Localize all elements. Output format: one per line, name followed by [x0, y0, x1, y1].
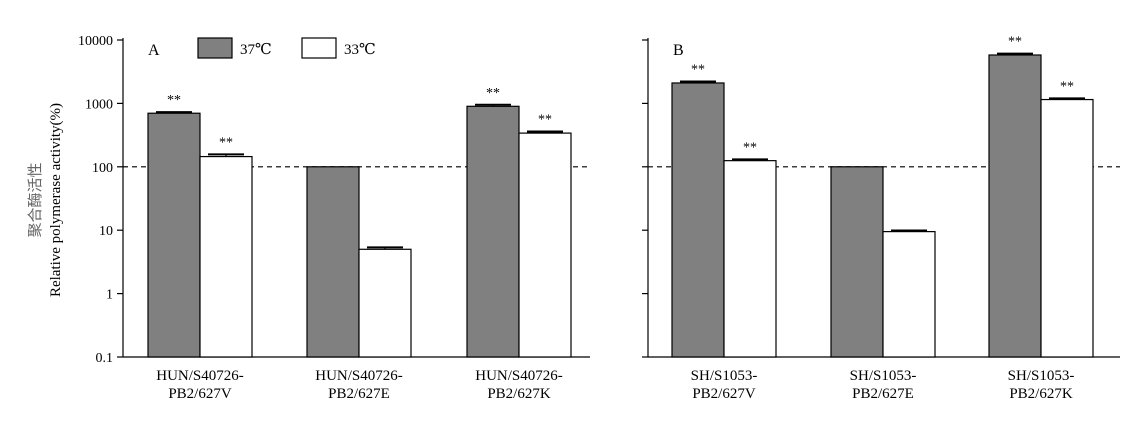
significance-label: ** — [167, 93, 181, 108]
y-tick-label: 0.1 — [96, 351, 114, 366]
significance-label: ** — [486, 86, 500, 101]
panel-a: 0.1 1 10 100 1000 10000 A ** ** HUN/S40726- PB2/62… — [78, 34, 590, 402]
category-label: HUN/S40726- — [475, 368, 563, 384]
bar — [306, 166, 360, 358]
category-label: SH/S1053- — [691, 368, 758, 384]
y-axis-label-en: Relative polymerase activity(%) — [48, 103, 64, 297]
y-axis-title: 聚合酶活性 Relative polymerase activity(%) — [27, 103, 64, 297]
significance-label: ** — [691, 62, 705, 77]
y-tick-label: 1000 — [85, 97, 113, 112]
bar — [358, 248, 412, 358]
category-label: PB2/627E — [852, 386, 914, 402]
bar — [518, 132, 572, 358]
significance-label: ** — [743, 140, 757, 155]
bar — [723, 160, 777, 358]
category-label: HUN/S40726- — [156, 368, 244, 384]
bar — [830, 166, 884, 358]
y-tick-label: 10000 — [78, 34, 113, 49]
significance-label: ** — [1008, 35, 1022, 50]
category-label: SH/S1053- — [850, 368, 917, 384]
significance-label: ** — [538, 113, 552, 128]
y-tick-label: 1 — [106, 288, 113, 303]
category-label: PB2/627V — [692, 386, 756, 402]
panel-label: B — [673, 42, 684, 59]
y-tick-label: 10 — [99, 224, 113, 239]
bar — [1040, 98, 1094, 358]
category-label: SH/S1053- — [1008, 368, 1075, 384]
category-label: HUN/S40726- — [315, 368, 403, 384]
significance-label: ** — [1060, 79, 1074, 94]
y-axis-label-cn: 聚合酶活性 — [27, 162, 44, 237]
category-label: PB2/627E — [328, 386, 390, 402]
bar — [466, 105, 520, 358]
bar — [199, 155, 253, 358]
legend: 37℃ 33℃ — [197, 37, 376, 59]
bar — [147, 112, 201, 358]
legend-swatch-33c — [301, 37, 337, 59]
legend-label-37c: 37℃ — [240, 42, 272, 58]
y-tick-label: 100 — [92, 161, 113, 176]
bar — [988, 54, 1042, 358]
category-label: PB2/627K — [1009, 386, 1073, 402]
legend-label-33c: 33℃ — [344, 42, 376, 58]
category-label: PB2/627K — [487, 386, 551, 402]
bar — [882, 231, 936, 358]
bar — [671, 82, 725, 358]
category-label: PB2/627V — [168, 386, 232, 402]
panel-b: B ** ** SH/S1053- PB2/627V SH/S1053- PB2/627E *… — [642, 35, 1120, 402]
legend-swatch-37c — [197, 37, 233, 59]
significance-label: ** — [219, 135, 233, 150]
panel-label: A — [148, 42, 160, 59]
